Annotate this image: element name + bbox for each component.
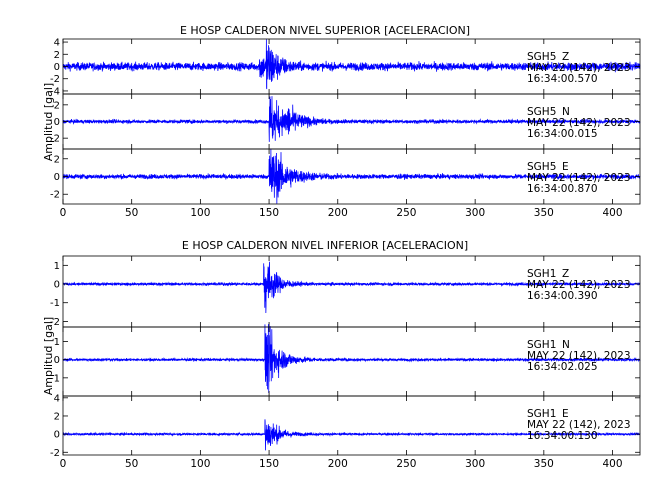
chart-title: E HOSP CALDERON NIVEL INFERIOR [ACELERAC… (182, 239, 468, 252)
x-tick-label: 50 (125, 207, 138, 219)
x-tick-label: 400 (603, 458, 623, 470)
component-label: N (562, 106, 570, 118)
component-label: E (562, 408, 569, 420)
y-tick-label: 0 (54, 430, 60, 441)
station-label: SGH1 (527, 408, 556, 420)
x-tick-label: 300 (465, 207, 485, 219)
time-label: 16:34:00.870 (527, 183, 598, 195)
station-label: SGH1 (527, 268, 556, 280)
station-label: SGH5 (527, 106, 556, 118)
x-tick-label: 400 (603, 207, 623, 219)
x-tick-label: 0 (60, 207, 67, 219)
time-label: 16:34:00.570 (527, 73, 598, 85)
y-tick-label: 0 (54, 355, 60, 366)
time-label: 16:34:00.015 (527, 128, 598, 140)
y-tick-label: 4 (54, 38, 60, 49)
y-tick-label: 0 (54, 62, 60, 73)
waveform-SGH5-N (62, 96, 641, 142)
date-label: MAY 22 (142), 2023 (527, 62, 631, 74)
x-tick-label: 0 (60, 458, 67, 470)
y-tick-label: 2 (54, 154, 60, 165)
y-tick-label: -2 (50, 134, 60, 145)
component-label: N (562, 339, 570, 351)
y-tick-label: 0 (54, 280, 60, 291)
x-tick-label: 250 (396, 458, 416, 470)
component-label: E (562, 161, 569, 173)
y-tick-label: 1 (54, 261, 60, 272)
y-tick-label: -1 (50, 373, 60, 384)
y-tick-label: 1 (54, 337, 60, 348)
x-tick-label: 50 (125, 458, 138, 470)
date-label: MAY 22 (142), 2023 (527, 419, 631, 431)
station-label: SGH5 (527, 51, 556, 63)
waveform-SGH1-N (62, 324, 641, 393)
y-tick-label: -2 (50, 74, 60, 85)
y-tick-label: -2 (50, 448, 60, 459)
waveform-SGH1-Z (62, 261, 641, 313)
y-tick-label: 2 (54, 100, 60, 111)
date-label: MAY 22 (142), 2023 (527, 350, 631, 362)
time-label: 16:34:00.390 (527, 290, 598, 302)
date-label: MAY 22 (142), 2023 (527, 279, 631, 291)
date-label: MAY 22 (142), 2023 (527, 172, 631, 184)
chart-title: E HOSP CALDERON NIVEL SUPERIOR [ACELERAC… (180, 24, 470, 37)
x-tick-label: 150 (259, 458, 279, 470)
x-tick-label: 200 (328, 458, 348, 470)
y-axis-label: Amplitud [gal] (42, 317, 55, 395)
station-label: SGH5 (527, 161, 556, 173)
station-label: SGH1 (527, 339, 556, 351)
component-label: Z (562, 51, 569, 63)
y-tick-label: 4 (54, 393, 60, 404)
x-tick-label: 200 (328, 207, 348, 219)
y-tick-label: 2 (54, 411, 60, 422)
y-axis-label: Amplitud [gal] (42, 83, 55, 161)
x-tick-label: 100 (190, 458, 210, 470)
y-tick-label: -2 (50, 317, 60, 328)
x-tick-label: 100 (190, 207, 210, 219)
time-label: 16:34:02.025 (527, 361, 598, 373)
y-tick-label: 2 (54, 50, 60, 61)
x-tick-label: 350 (534, 207, 554, 219)
x-tick-label: 350 (534, 458, 554, 470)
waveform-SGH5-E (62, 149, 641, 204)
x-tick-label: 300 (465, 458, 485, 470)
component-label: Z (562, 268, 569, 280)
y-tick-label: 0 (54, 117, 60, 128)
waveform-SGH5-Z (62, 39, 641, 90)
waveform-SGH1-E (62, 419, 641, 451)
x-tick-label: 250 (396, 207, 416, 219)
y-tick-label: -2 (50, 190, 60, 201)
x-tick-label: 150 (259, 207, 279, 219)
y-tick-label: -1 (50, 298, 60, 309)
y-tick-label: 0 (54, 172, 60, 183)
date-label: MAY 22 (142), 2023 (527, 117, 631, 129)
panel-frame (62, 395, 641, 456)
time-label: 16:34:00.130 (527, 430, 598, 442)
y-tick-label: -4 (50, 86, 60, 97)
